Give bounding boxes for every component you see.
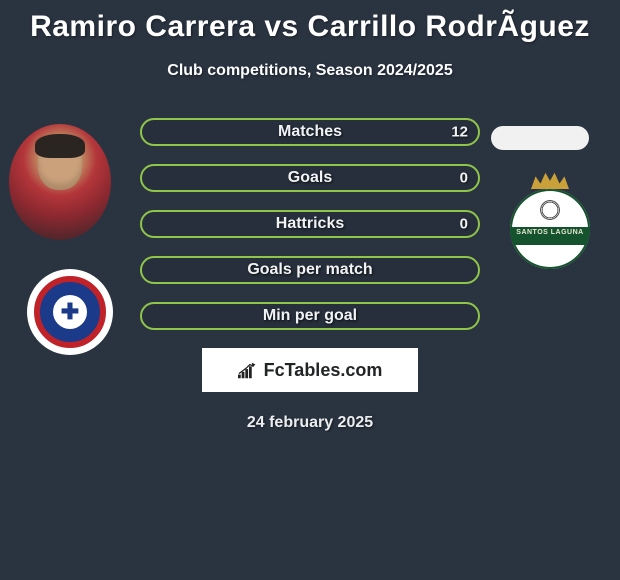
date-label: 24 february 2025 (0, 414, 620, 432)
stat-value-player1: 12 (451, 124, 468, 141)
stat-label: Matches (278, 123, 342, 141)
stats-container: Matches 12 Goals 0 Hattricks 0 Goals per… (140, 118, 480, 330)
club-left-badge (27, 269, 113, 355)
stat-row-min-per-goal: Min per goal (140, 302, 480, 330)
subtitle: Club competitions, Season 2024/2025 (0, 62, 620, 80)
stat-row-hattricks: Hattricks 0 (140, 210, 480, 238)
stat-row-matches: Matches 12 (140, 118, 480, 146)
stat-value-player1: 0 (460, 216, 468, 233)
stat-value-player1: 0 (460, 170, 468, 187)
fctables-icon (238, 361, 260, 379)
stat-row-goals-per-match: Goals per match (140, 256, 480, 284)
club-right-band-label: SANTOS LAGUNA (516, 229, 583, 236)
player-left-photo (9, 124, 111, 240)
stat-label: Goals (288, 169, 332, 187)
stat-row-goals: Goals 0 (140, 164, 480, 192)
branding-label: FcTables.com (264, 360, 383, 381)
player-right-placeholder (491, 126, 589, 150)
stat-label: Hattricks (276, 215, 344, 233)
stat-label: Goals per match (247, 261, 372, 279)
club-right-badge: SANTOS LAGUNA (500, 177, 600, 265)
page-title: Ramiro Carrera vs Carrillo RodrÃ­guez (0, 0, 620, 44)
branding-box: FcTables.com (202, 348, 418, 392)
stat-label: Min per goal (263, 307, 357, 325)
